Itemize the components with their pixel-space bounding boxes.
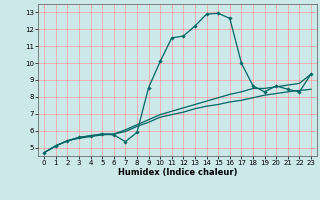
X-axis label: Humidex (Indice chaleur): Humidex (Indice chaleur)	[118, 168, 237, 177]
